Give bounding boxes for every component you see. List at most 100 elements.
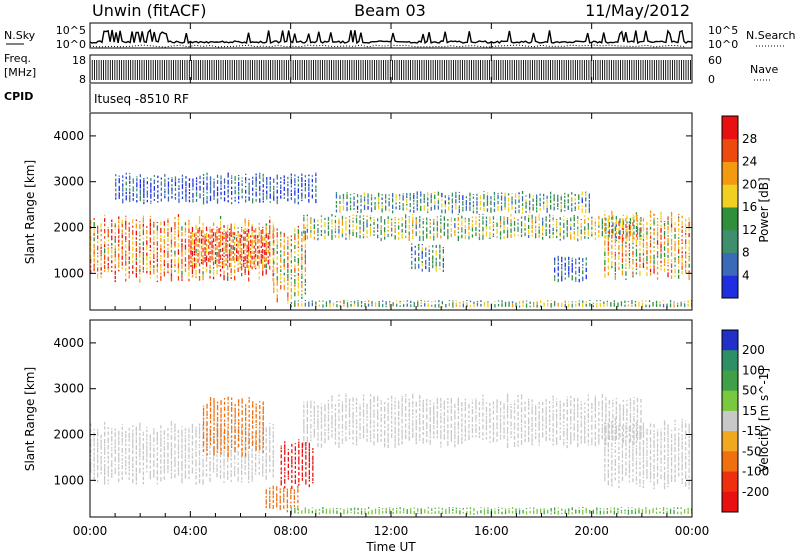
power-cell [632, 272, 633, 275]
power-cell [115, 197, 116, 199]
velocity-cell [605, 403, 606, 408]
power-cell [494, 301, 495, 302]
velocity-cell [409, 425, 410, 430]
power-cell [266, 264, 267, 269]
power-cell [459, 209, 460, 213]
power-cell [234, 232, 235, 235]
power-cell [553, 218, 554, 220]
velocity-cell [584, 421, 585, 426]
power-cell [338, 218, 339, 219]
velocity-cell [416, 442, 417, 445]
power-cell [222, 248, 223, 252]
power-cell [476, 197, 477, 200]
power-cell [220, 239, 221, 243]
power-cell [171, 179, 172, 182]
velocity-cell [331, 403, 332, 408]
power-cell [657, 237, 658, 240]
power-cell [160, 264, 161, 266]
power-cell [497, 201, 498, 204]
power-cell [231, 177, 232, 179]
power-cell [653, 260, 654, 265]
power-cell [241, 244, 242, 246]
power-cell [101, 250, 102, 255]
power-cell [216, 242, 217, 244]
power-cell [287, 177, 288, 180]
power-cell [615, 252, 616, 254]
velocity-cell [514, 401, 515, 402]
velocity-cell [423, 420, 424, 425]
power-cell [298, 241, 299, 245]
power-cell [585, 192, 586, 193]
power-cell [213, 270, 214, 272]
velocity-cell [335, 443, 336, 445]
velocity-cell [185, 432, 186, 434]
power-cell [403, 203, 404, 206]
power-cell [346, 207, 347, 211]
velocity-cell [528, 431, 529, 436]
velocity-cell [171, 473, 172, 475]
velocity-cell [195, 469, 196, 471]
power-cell [185, 222, 186, 225]
power-cell [222, 258, 223, 260]
velocity-cell [108, 452, 109, 455]
power-cell [639, 219, 640, 221]
velocity-cell [195, 433, 196, 438]
power-cell [192, 265, 193, 270]
power-cell [486, 231, 487, 236]
velocity-cell [426, 414, 427, 419]
power-cell [136, 258, 137, 260]
velocity-cell [202, 479, 203, 484]
power-cell [277, 251, 278, 254]
power-cell [255, 235, 256, 240]
velocity-cell [104, 432, 105, 437]
power-cell [535, 233, 536, 238]
power-cell [220, 216, 221, 219]
power-cell [632, 240, 633, 242]
power-cell [591, 220, 592, 225]
velocity-cell [298, 472, 299, 476]
velocity-cell [101, 440, 102, 445]
velocity-cell [373, 397, 374, 402]
power-cell [421, 300, 422, 301]
velocity-cell [167, 438, 168, 440]
power-cell [476, 211, 477, 214]
velocity-cell [295, 462, 296, 465]
power-cell [664, 231, 665, 235]
power-cell [245, 253, 246, 255]
velocity-cell [122, 465, 123, 469]
power-cell [143, 252, 144, 253]
power-cell [678, 218, 679, 222]
velocity-cell [143, 468, 144, 470]
velocity-cell [160, 425, 161, 428]
power-cell [291, 235, 292, 237]
power-cell [670, 303, 671, 307]
power-cell [133, 193, 134, 196]
power-cell [231, 202, 232, 204]
velocity-cell [97, 480, 98, 483]
power-cell [164, 194, 165, 196]
power-cell [611, 256, 612, 258]
power-cell [298, 263, 299, 266]
velocity-cell [164, 452, 165, 458]
power-cell [632, 267, 633, 270]
power-cell [357, 200, 358, 203]
velocity-cell [209, 457, 210, 459]
power-cell [663, 304, 664, 307]
power-cell [259, 232, 260, 237]
velocity-cell [458, 398, 459, 403]
velocity-cell [563, 439, 564, 441]
power-cell [532, 235, 533, 237]
power-cell [671, 263, 672, 268]
power-cell [400, 305, 401, 307]
power-cell [185, 189, 186, 193]
power-cell [367, 202, 368, 204]
power-cell [605, 232, 606, 234]
power-cell [171, 264, 172, 268]
power-cell [301, 193, 302, 197]
power-cell [208, 234, 209, 238]
power-cell [277, 200, 278, 204]
power-cell [94, 237, 95, 241]
power-cell [685, 236, 686, 238]
velocity-cell [192, 448, 193, 451]
power-cell [238, 268, 239, 272]
